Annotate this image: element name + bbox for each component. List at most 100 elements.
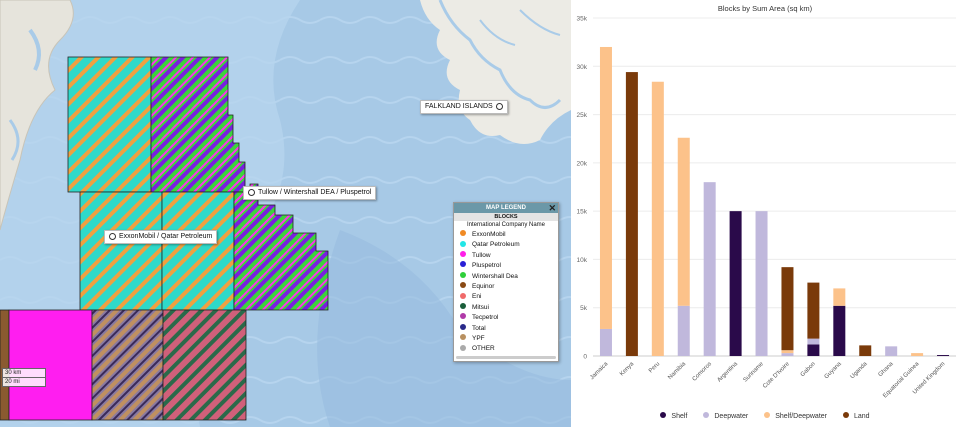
y-tick-label: 5k — [580, 305, 588, 312]
marker-dot-icon — [495, 102, 503, 110]
chart-legend-item[interactable]: Land — [843, 412, 870, 420]
legend-item[interactable]: Equinor — [454, 282, 558, 292]
chart-panel: Blocks by Sum Area (sq km) 0 5k 10k 15k 20k 2… — [571, 0, 959, 427]
block-exxon-lower[interactable] — [79, 191, 235, 311]
tullow-label[interactable]: Tullow / Wintershall DEA / Pluspetrol — [243, 186, 377, 200]
chart-legend-item[interactable]: Shelf — [660, 412, 687, 420]
block-ypf-total[interactable] — [91, 309, 164, 421]
legend-swatch-icon — [460, 323, 466, 330]
block-eni-mitsui[interactable] — [162, 309, 247, 421]
bar-deepwater-3[interactable] — [677, 305, 690, 356]
legend-item-label: Mitsui — [472, 303, 489, 311]
y-tick-label: 10k — [577, 257, 588, 264]
legend-item-label: OTHER — [472, 345, 495, 353]
bar-shelf-deepwater-2[interactable] — [651, 81, 664, 356]
x-tick-label: Argentina — [717, 361, 740, 384]
y-tick-label: 15k — [577, 209, 588, 216]
chart-legend-label: Land — [854, 413, 870, 420]
legend-item-label: Qatar Petroleum — [472, 241, 520, 249]
x-tick-label: Gabon — [800, 361, 817, 378]
map-legend-column: International Company Name — [466, 222, 546, 228]
y-tick-label: 20k — [577, 160, 588, 167]
block-equinor[interactable] — [0, 309, 10, 421]
legend-swatch-icon — [764, 412, 771, 419]
x-tick-label: Jamaica — [589, 361, 610, 382]
y-tick-label: 35k — [577, 16, 588, 23]
legend-swatch-icon — [660, 412, 667, 419]
legend-item[interactable]: Pluspetrol — [454, 261, 558, 271]
legend-item[interactable]: ExxonMobil — [454, 230, 558, 240]
bar-deepwater-4[interactable] — [703, 182, 716, 356]
y-tick-label: 0 — [583, 354, 587, 361]
chart-legend-item[interactable]: Shelf/Deepwater — [764, 412, 827, 420]
legend-item-label: Equinor — [472, 282, 495, 290]
exxon-label[interactable]: ExxonMobil / Qatar Petroleum — [104, 230, 218, 244]
bar-shelf-5[interactable] — [729, 211, 742, 356]
chart-legend-item[interactable]: Deepwater — [703, 412, 748, 420]
map-legend-subtitle: BLOCKS — [454, 213, 558, 221]
legend-item-label: Eni — [472, 293, 482, 301]
bar-deepwater-8[interactable] — [807, 338, 820, 345]
legend-item[interactable]: Eni — [454, 292, 558, 302]
bar-shelf-9[interactable] — [833, 305, 846, 356]
block-tullow-lower[interactable] — [233, 183, 329, 311]
falklands-label[interactable]: FALKLAND ISLANDS — [420, 100, 508, 114]
map-legend-header: MAP LEGEND ✕ — [454, 203, 558, 213]
close-icon[interactable]: ✕ — [548, 203, 556, 213]
bar-land-7[interactable] — [781, 267, 794, 351]
x-tick-label: Namibia — [667, 361, 687, 381]
legend-item-label: Total — [472, 324, 486, 332]
legend-item-label: Pluspetrol — [472, 262, 501, 270]
legend-swatch-icon — [460, 230, 466, 237]
bar-deepwater-11[interactable] — [885, 346, 898, 356]
legend-scrollbar[interactable] — [456, 356, 556, 359]
legend-swatch-icon — [460, 334, 466, 341]
x-tick-label: Suriname — [743, 361, 766, 384]
chart-legend-label: Shelf/Deepwater — [775, 413, 827, 420]
chart-title: Blocks by Sum Area (sq km) — [717, 4, 813, 13]
y-tick-label: 30k — [577, 64, 588, 71]
legend-item[interactable]: Qatar Petroleum — [454, 240, 558, 250]
block-tullow-solid[interactable] — [8, 309, 93, 421]
legend-item[interactable]: Mitsui — [454, 303, 558, 313]
marker-dot-icon — [248, 188, 255, 196]
bar-deepwater-6[interactable] — [755, 211, 768, 356]
bar-chart: 0 5k 10k 15k 20k 25k 30k 35k Jamaica Kenya Peru Nam… — [577, 16, 956, 399]
exxon-label-text: ExxonMobil / Qatar Petroleum — [119, 233, 213, 240]
legend-swatch-icon — [460, 292, 466, 299]
legend-swatch-icon — [460, 261, 466, 268]
bar-shelf-8[interactable] — [807, 344, 820, 356]
bar-land-1[interactable] — [625, 72, 638, 356]
bar-shelf-deepwater-9[interactable] — [833, 288, 846, 306]
legend-item-label: Tullow — [472, 251, 491, 259]
x-tick-label: Guyana — [824, 361, 844, 381]
legend-item[interactable]: Tullow — [454, 251, 558, 261]
map-legend[interactable]: MAP LEGEND ✕ BLOCKS International Compan… — [453, 202, 559, 362]
bar-deepwater-7[interactable] — [781, 353, 794, 356]
bar-shelf-13[interactable] — [937, 355, 950, 356]
legend-item[interactable]: Wintershall Dea — [454, 271, 558, 282]
legend-item[interactable]: OTHER — [454, 344, 558, 354]
map-panel[interactable]: FALKLAND ISLANDS Tullow / Wintershall DE… — [0, 0, 571, 427]
legend-item[interactable]: Tecpetrol — [454, 313, 558, 323]
bar-deepwater-0[interactable] — [599, 328, 612, 356]
bar-shelf-deepwater-7[interactable] — [781, 350, 794, 354]
block-exxon-upper[interactable] — [67, 56, 152, 193]
legend-item[interactable]: Total — [454, 323, 558, 334]
bar-shelf-deepwater-12[interactable] — [911, 353, 924, 356]
bar-shelf-deepwater-3[interactable] — [677, 137, 690, 306]
bar-land-10[interactable] — [859, 345, 872, 356]
bar-shelf-deepwater-0[interactable] — [599, 46, 612, 329]
x-tick-label: Peru — [648, 361, 661, 374]
chart-legend: Shelf Deepwater Shelf/Deepwater Land — [571, 412, 959, 420]
legend-swatch-icon — [460, 251, 466, 258]
legend-item-label: ExxonMobil — [472, 231, 506, 238]
map-legend-list: ExxonMobil Qatar Petroleum Tullow Pluspetro… — [454, 230, 558, 355]
legend-swatch-icon — [843, 412, 849, 419]
legend-swatch-icon — [460, 303, 466, 310]
bar-land-8[interactable] — [807, 282, 820, 339]
legend-item[interactable]: YPF — [454, 334, 558, 344]
legend-swatch-icon — [460, 282, 466, 289]
x-tick-label: Comoros — [692, 361, 713, 382]
legend-swatch-icon — [460, 271, 466, 278]
